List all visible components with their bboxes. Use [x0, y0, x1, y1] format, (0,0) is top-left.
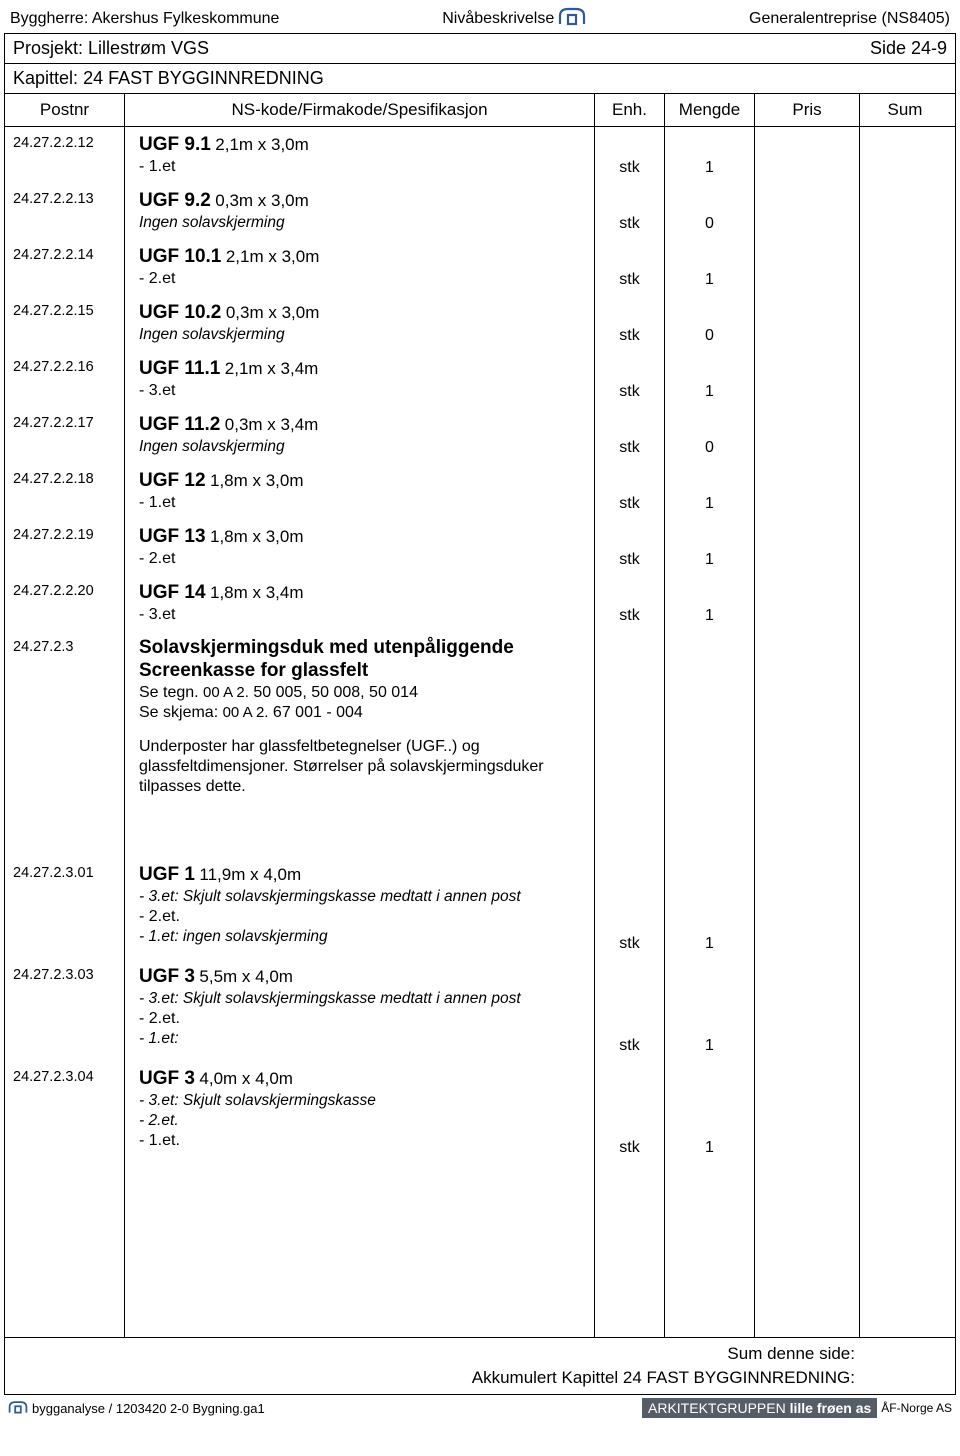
- postnr-cell: 24.27.2.3.01: [5, 857, 124, 959]
- firm-a: ARKITEKTGRUPPEN: [648, 1400, 790, 1416]
- bottom-strip: bygganalyse / 1203420 2-0 Bygning.ga1 AR…: [4, 1395, 956, 1418]
- enh-cell: stk: [595, 127, 664, 183]
- enh-cell: stk: [595, 463, 664, 519]
- enh-cell: stk: [595, 351, 664, 407]
- logo-icon: [558, 6, 586, 31]
- col-spec: NS-kode/Firmakode/Spesifikasjon: [125, 94, 595, 126]
- enh-cell: stk: [595, 1061, 664, 1163]
- chapter-name: 24 FAST BYGGINNREDNING: [83, 68, 324, 88]
- mengde-cell: 0: [665, 295, 754, 351]
- body-area: 24.27.2.2.1224.27.2.2.1324.27.2.2.1424.2…: [5, 127, 955, 1337]
- akkumulert: Akkumulert Kapittel 24 FAST BYGGINNREDNI…: [15, 1364, 855, 1388]
- spec-cell: UGF 9.2 0,3m x 3,0mIngen solavskjerming: [125, 183, 594, 239]
- postnr-cell: 24.27.2.2.19: [5, 519, 124, 575]
- mengde-cell: 1: [665, 351, 754, 407]
- enh-cell: stk: [595, 959, 664, 1061]
- mengde-cell: 1: [665, 519, 754, 575]
- firm-badge: ARKITEKTGRUPPEN lille frøen as: [642, 1398, 877, 1418]
- spec-cell: UGF 11.2 0,3m x 3,4mIngen solavskjerming: [125, 407, 594, 463]
- postnr-cell: 24.27.2.3.03: [5, 959, 124, 1061]
- enh-cell: stk: [595, 407, 664, 463]
- enh-cell: stk: [595, 295, 664, 351]
- postnr-cell: 24.27.2.2.15: [5, 295, 124, 351]
- chapter-label: Kapittel:: [13, 68, 78, 88]
- enh-cell: stk: [595, 519, 664, 575]
- enh-cell: stk: [595, 575, 664, 631]
- col-mengde: Mengde: [665, 94, 755, 126]
- chapter-row: Kapittel: 24 FAST BYGGINNREDNING: [5, 64, 955, 94]
- mengde-cell: 0: [665, 407, 754, 463]
- col-sum: Sum: [860, 94, 950, 126]
- postnr-cell: 24.27.2.2.16: [5, 351, 124, 407]
- mengde-cell: 1: [665, 575, 754, 631]
- mengde-cell: 1: [665, 127, 754, 183]
- byggherre-value: Akershus Fylkeskommune: [92, 10, 280, 27]
- byggherre-label: Byggherre:: [10, 10, 88, 27]
- columns-header: Postnr NS-kode/Firmakode/Spesifikasjon E…: [5, 94, 955, 127]
- page-number: Side 24-9: [870, 38, 947, 59]
- postnr-cell: 24.27.2.2.18: [5, 463, 124, 519]
- firm-b: lille frøen as: [790, 1400, 872, 1416]
- mengde-cell: 1: [665, 239, 754, 295]
- spec-cell: UGF 14 1,8m x 3,4m- 3.et: [125, 575, 594, 631]
- postnr-cell: 24.27.2.2.14: [5, 239, 124, 295]
- postnr-cell: 24.27.2.3.04: [5, 1061, 124, 1163]
- project-label: Prosjekt:: [13, 38, 83, 58]
- sum-denne-side: Sum denne side:: [15, 1344, 855, 1364]
- header-right: Generalentreprise (NS8405): [749, 10, 950, 28]
- col-enh: Enh.: [595, 94, 665, 126]
- spec-cell: UGF 10.2 0,3m x 3,0mIngen solavskjerming: [125, 295, 594, 351]
- spec-cell: UGF 11.1 2,1m x 3,4m- 3.et: [125, 351, 594, 407]
- spec-cell: UGF 3 5,5m x 4,0m- 3.et: Skjult solavskj…: [125, 959, 594, 1061]
- header-center: Nivåbeskrivelse: [442, 6, 586, 31]
- postnr-cell: 24.27.2.2.13: [5, 183, 124, 239]
- postnr-cell: 24.27.2.2.17: [5, 407, 124, 463]
- spec-section: Solavskjermingsduk med utenpåliggende Sc…: [125, 631, 594, 857]
- spec-cell: UGF 3 4,0m x 4,0m- 3.et: Skjult solavskj…: [125, 1061, 594, 1163]
- table-footer: Sum denne side: Akkumulert Kapittel 24 F…: [5, 1337, 955, 1394]
- main-table: Prosjekt: Lillestrøm VGS Side 24-9 Kapit…: [4, 33, 956, 1395]
- enh-cell: stk: [595, 239, 664, 295]
- spec-cell: UGF 10.1 2,1m x 3,0m- 2.et: [125, 239, 594, 295]
- mengde-cell: 1: [665, 959, 754, 1061]
- mengde-cell: 1: [665, 857, 754, 959]
- mengde-cell: 1: [665, 1061, 754, 1163]
- bottom-left-text: bygganalyse / 1203420 2-0 Bygning.ga1: [32, 1401, 265, 1416]
- spec-cell: UGF 13 1,8m x 3,0m- 2.et: [125, 519, 594, 575]
- postnr-cell: 24.27.2.2.20: [5, 575, 124, 631]
- mengde-cell: 0: [665, 183, 754, 239]
- spec-cell: UGF 12 1,8m x 3,0m- 1.et: [125, 463, 594, 519]
- enh-cell: stk: [595, 857, 664, 959]
- col-postnr: Postnr: [5, 94, 125, 126]
- postnr-cell: 24.27.2.2.12: [5, 127, 124, 183]
- postnr-cell: 24.27.2.3: [5, 631, 124, 857]
- nivaa-label: Nivåbeskrivelse: [442, 10, 554, 28]
- top-header: Byggherre: Akershus Fylkeskommune Nivåbe…: [4, 6, 956, 33]
- project-name: Lillestrøm VGS: [88, 38, 209, 58]
- logo-small-icon: [8, 1400, 28, 1417]
- col-pris: Pris: [755, 94, 860, 126]
- spec-cell: UGF 1 11,9m x 4,0m- 3.et: Skjult solavsk…: [125, 857, 594, 959]
- project-row: Prosjekt: Lillestrøm VGS Side 24-9: [5, 34, 955, 64]
- enh-cell: stk: [595, 183, 664, 239]
- byggherre: Byggherre: Akershus Fylkeskommune: [10, 10, 279, 28]
- af-norge: ÅF-Norge AS: [879, 1401, 952, 1415]
- mengde-cell: 1: [665, 463, 754, 519]
- spec-cell: UGF 9.1 2,1m x 3,0m- 1.et: [125, 127, 594, 183]
